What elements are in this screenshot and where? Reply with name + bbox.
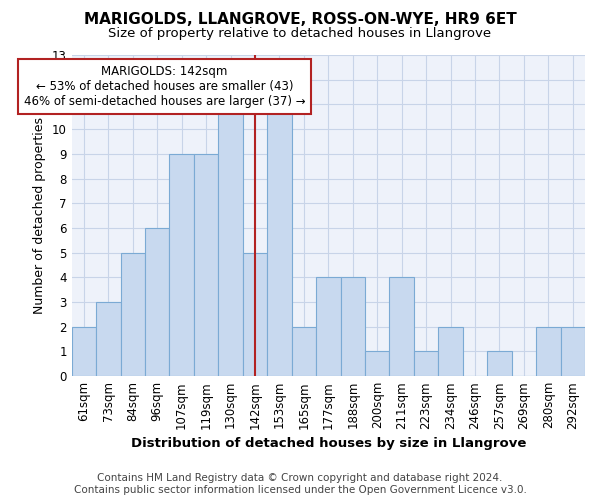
Text: MARIGOLDS, LLANGROVE, ROSS-ON-WYE, HR9 6ET: MARIGOLDS, LLANGROVE, ROSS-ON-WYE, HR9 6… — [83, 12, 517, 28]
Bar — [145, 228, 169, 376]
Bar — [414, 352, 439, 376]
Text: Contains HM Land Registry data © Crown copyright and database right 2024.
Contai: Contains HM Land Registry data © Crown c… — [74, 474, 526, 495]
Bar — [267, 104, 292, 376]
Bar — [487, 352, 512, 376]
Bar — [121, 252, 145, 376]
Bar — [439, 327, 463, 376]
Bar — [341, 278, 365, 376]
Bar — [194, 154, 218, 376]
Bar — [243, 252, 267, 376]
X-axis label: Distribution of detached houses by size in Llangrove: Distribution of detached houses by size … — [131, 437, 526, 450]
Bar — [96, 302, 121, 376]
Bar — [169, 154, 194, 376]
Bar — [389, 278, 414, 376]
Bar — [536, 327, 560, 376]
Bar — [292, 327, 316, 376]
Bar — [316, 278, 341, 376]
Bar — [365, 352, 389, 376]
Text: Size of property relative to detached houses in Llangrove: Size of property relative to detached ho… — [109, 28, 491, 40]
Y-axis label: Number of detached properties: Number of detached properties — [33, 117, 46, 314]
Bar — [218, 104, 243, 376]
Bar — [71, 327, 96, 376]
Bar — [560, 327, 585, 376]
Text: MARIGOLDS: 142sqm
← 53% of detached houses are smaller (43)
46% of semi-detached: MARIGOLDS: 142sqm ← 53% of detached hous… — [24, 65, 305, 108]
